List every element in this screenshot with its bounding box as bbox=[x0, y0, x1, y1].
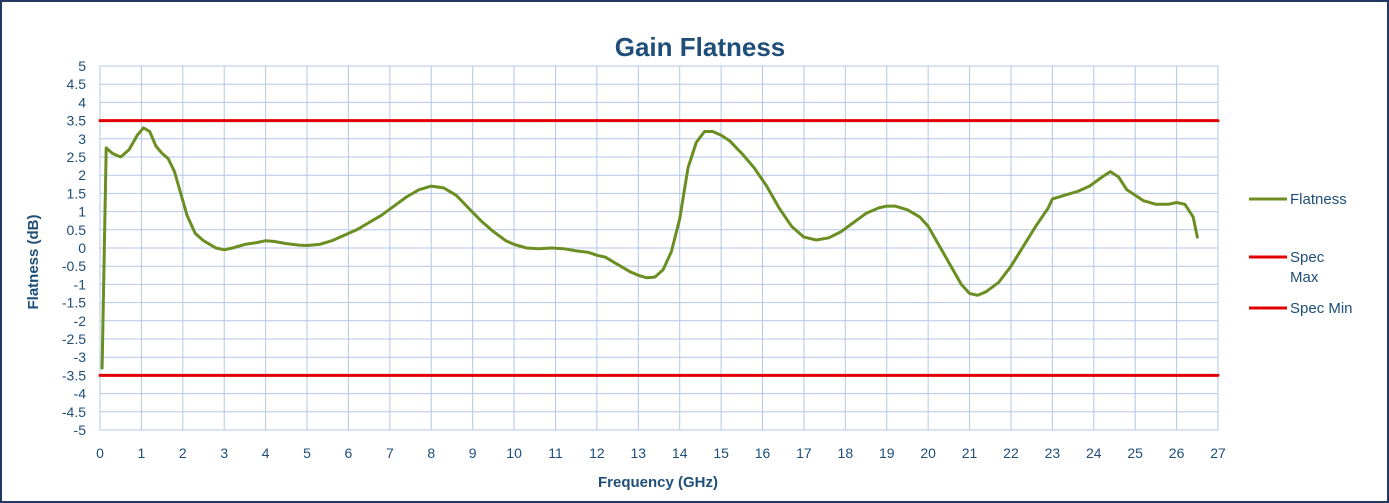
legend-label: Spec bbox=[1290, 249, 1325, 266]
x-tick-label: 1 bbox=[138, 445, 146, 461]
x-axis-label: Frequency (GHz) bbox=[598, 474, 718, 491]
legend: Flatness Spec Max Spec Min bbox=[1249, 191, 1353, 317]
series-lines bbox=[98, 119, 1220, 377]
x-tick-label: 9 bbox=[469, 445, 477, 461]
x-tick-label: 3 bbox=[220, 445, 228, 461]
x-tick-label: 12 bbox=[589, 445, 605, 461]
axis-ticks: 0 1 2 3 4 5 6 7 8 9 10 11 12 13 14 15 16 17 18 19 20 21 22 23 24… bbox=[62, 58, 1226, 461]
x-tick-label: 11 bbox=[548, 445, 563, 461]
legend-label: Flatness bbox=[1290, 191, 1347, 208]
y-tick-label: -1.5 bbox=[62, 295, 86, 311]
grid-lines bbox=[99, 65, 1219, 431]
y-tick-label: 4 bbox=[78, 94, 86, 110]
x-tick-label: 23 bbox=[1045, 445, 1061, 461]
x-tick-label: 19 bbox=[879, 445, 895, 461]
x-tick-label: 8 bbox=[427, 445, 435, 461]
series-line-flatness bbox=[100, 126, 1199, 370]
x-tick-label: 6 bbox=[345, 445, 353, 461]
y-tick-label: 3.5 bbox=[67, 113, 87, 129]
x-tick-label: 5 bbox=[303, 445, 311, 461]
y-tick-label: 5 bbox=[78, 58, 86, 74]
x-tick-label: 15 bbox=[713, 445, 729, 461]
y-axis-label: Flatness (dB) bbox=[25, 214, 42, 309]
x-tick-label: 20 bbox=[920, 445, 936, 461]
x-tick-label: 18 bbox=[838, 445, 854, 461]
y-tick-label: 4.5 bbox=[67, 76, 87, 92]
y-tick-label: 2 bbox=[78, 167, 86, 183]
x-tick-label: 14 bbox=[672, 445, 688, 461]
y-tick-label: -4 bbox=[74, 386, 87, 402]
x-tick-label: 16 bbox=[755, 445, 771, 461]
x-tick-label: 0 bbox=[96, 445, 104, 461]
x-tick-label: 25 bbox=[1127, 445, 1143, 461]
x-tick-label: 27 bbox=[1210, 445, 1226, 461]
y-tick-label: -5 bbox=[74, 422, 87, 438]
x-tick-label: 13 bbox=[631, 445, 647, 461]
y-tick-label: 3 bbox=[78, 131, 86, 147]
y-tick-label: 0.5 bbox=[67, 222, 87, 238]
legend-label: Spec Min bbox=[1290, 300, 1353, 317]
y-tick-label: -2 bbox=[74, 313, 87, 329]
plot-area-border bbox=[99, 65, 1219, 431]
y-tick-label: 2.5 bbox=[67, 149, 87, 165]
x-tick-label: 7 bbox=[386, 445, 394, 461]
y-tick-label: -0.5 bbox=[62, 258, 86, 274]
y-tick-label: -4.5 bbox=[62, 404, 86, 420]
legend-label-line2: Max bbox=[1290, 269, 1319, 286]
x-tick-label: 10 bbox=[506, 445, 522, 461]
x-tick-label: 2 bbox=[179, 445, 187, 461]
x-tick-label: 17 bbox=[796, 445, 812, 461]
y-tick-label: -3 bbox=[74, 349, 87, 365]
chart-title: Gain Flatness bbox=[615, 32, 786, 62]
x-tick-label: 21 bbox=[962, 445, 978, 461]
y-tick-label: 1.5 bbox=[67, 185, 87, 201]
x-tick-label: 24 bbox=[1086, 445, 1102, 461]
x-tick-label: 22 bbox=[1003, 445, 1019, 461]
x-tick-label: 4 bbox=[262, 445, 270, 461]
y-tick-label: -2.5 bbox=[62, 331, 86, 347]
y-tick-label: -3.5 bbox=[62, 367, 86, 383]
x-tick-label: 26 bbox=[1169, 445, 1185, 461]
y-tick-label: 1 bbox=[78, 204, 86, 220]
y-tick-label: 0 bbox=[78, 240, 86, 256]
y-tick-label: -1 bbox=[74, 276, 87, 292]
